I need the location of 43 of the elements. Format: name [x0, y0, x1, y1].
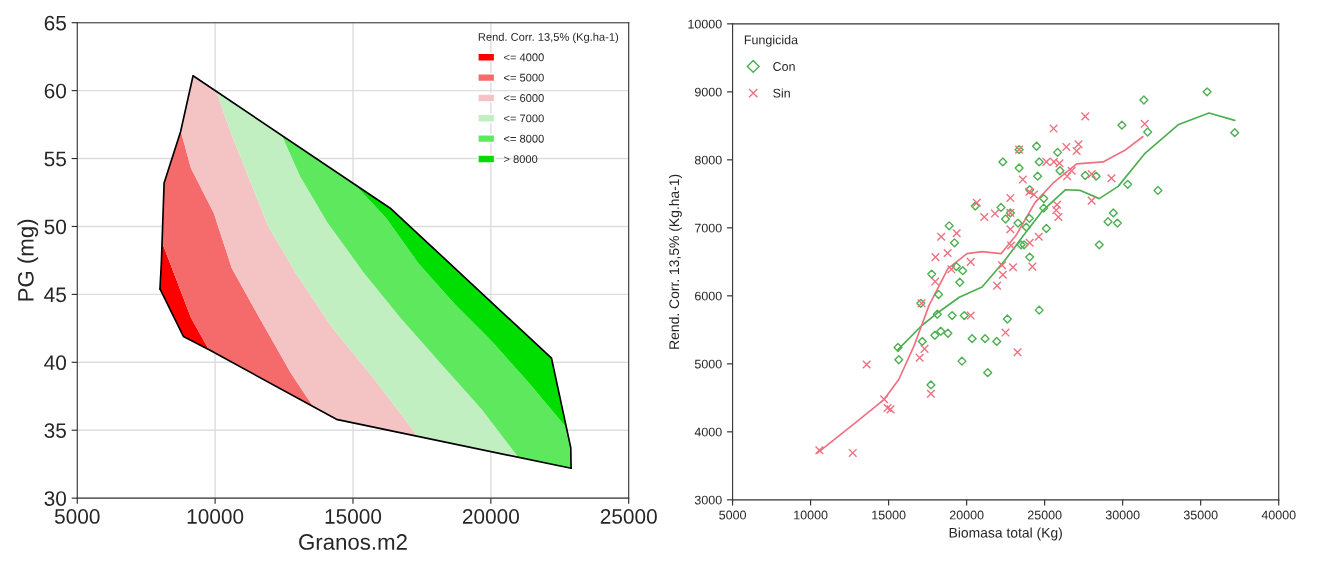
y-tick-label: 65 [44, 15, 66, 31]
y-tick-label: 55 [44, 151, 66, 167]
y-tick-label: 3000 [694, 495, 722, 505]
y-tick-label: 40 [44, 355, 67, 371]
y-axis-title: Rend. Corr. 13,5% (Kg.ha-1) [668, 174, 682, 349]
y-tick-label: 5000 [694, 359, 722, 369]
y-tick-label: 7000 [695, 223, 722, 233]
legend-label: Con [773, 62, 795, 71]
legend-label: <= 8000 [504, 134, 544, 143]
legend-title: Rend. Corr. 13,5% (Kg.ha-1) [478, 32, 619, 44]
x-tick-label: 15000 [325, 509, 382, 524]
y-tick-label: 50 [44, 219, 67, 235]
legend-label: <= 4000 [504, 53, 544, 62]
x-tick-label: 20000 [462, 509, 519, 524]
y-tick-label: 35 [44, 423, 66, 438]
legend-label: <= 7000 [504, 114, 544, 123]
legend-label: Sin [773, 88, 790, 98]
y-tick-label: 45 [44, 287, 66, 303]
x-tick-label: 40000 [1261, 510, 1296, 520]
x-tick-label: 15000 [872, 510, 906, 520]
x-tick-label: 10000 [187, 509, 244, 524]
x-axis-title: Biomasa total (Kg) [949, 527, 1062, 541]
x-tick-label: 10000 [794, 510, 828, 520]
y-tick-label: 6000 [695, 291, 722, 301]
legend-label: <= 5000 [504, 73, 544, 82]
y-tick-label: 10000 [688, 19, 722, 29]
x-axis-title: Granos.m2 [299, 534, 407, 550]
legend-label: <= 6000 [504, 94, 544, 102]
x-tick-label: 5000 [54, 509, 100, 524]
y-tick-label: 30 [44, 491, 67, 506]
y-axis-title: PG (mg) [17, 219, 39, 301]
x-tick-label: 35000 [1183, 510, 1218, 520]
x-tick-label: 25000 [1027, 510, 1062, 520]
legend-title: Fungicida [744, 35, 799, 47]
legend-label: > 8000 [504, 155, 538, 164]
x-tick-label: 30000 [1105, 510, 1140, 520]
y-tick-label: 60 [44, 83, 67, 99]
x-tick-label: 20000 [949, 510, 984, 520]
x-tick-label: 25000 [600, 509, 657, 524]
y-tick-label: 8000 [694, 155, 722, 165]
y-tick-label: 9000 [694, 87, 722, 97]
x-tick-label: 5000 [719, 510, 747, 520]
y-tick-label: 4000 [694, 427, 722, 437]
